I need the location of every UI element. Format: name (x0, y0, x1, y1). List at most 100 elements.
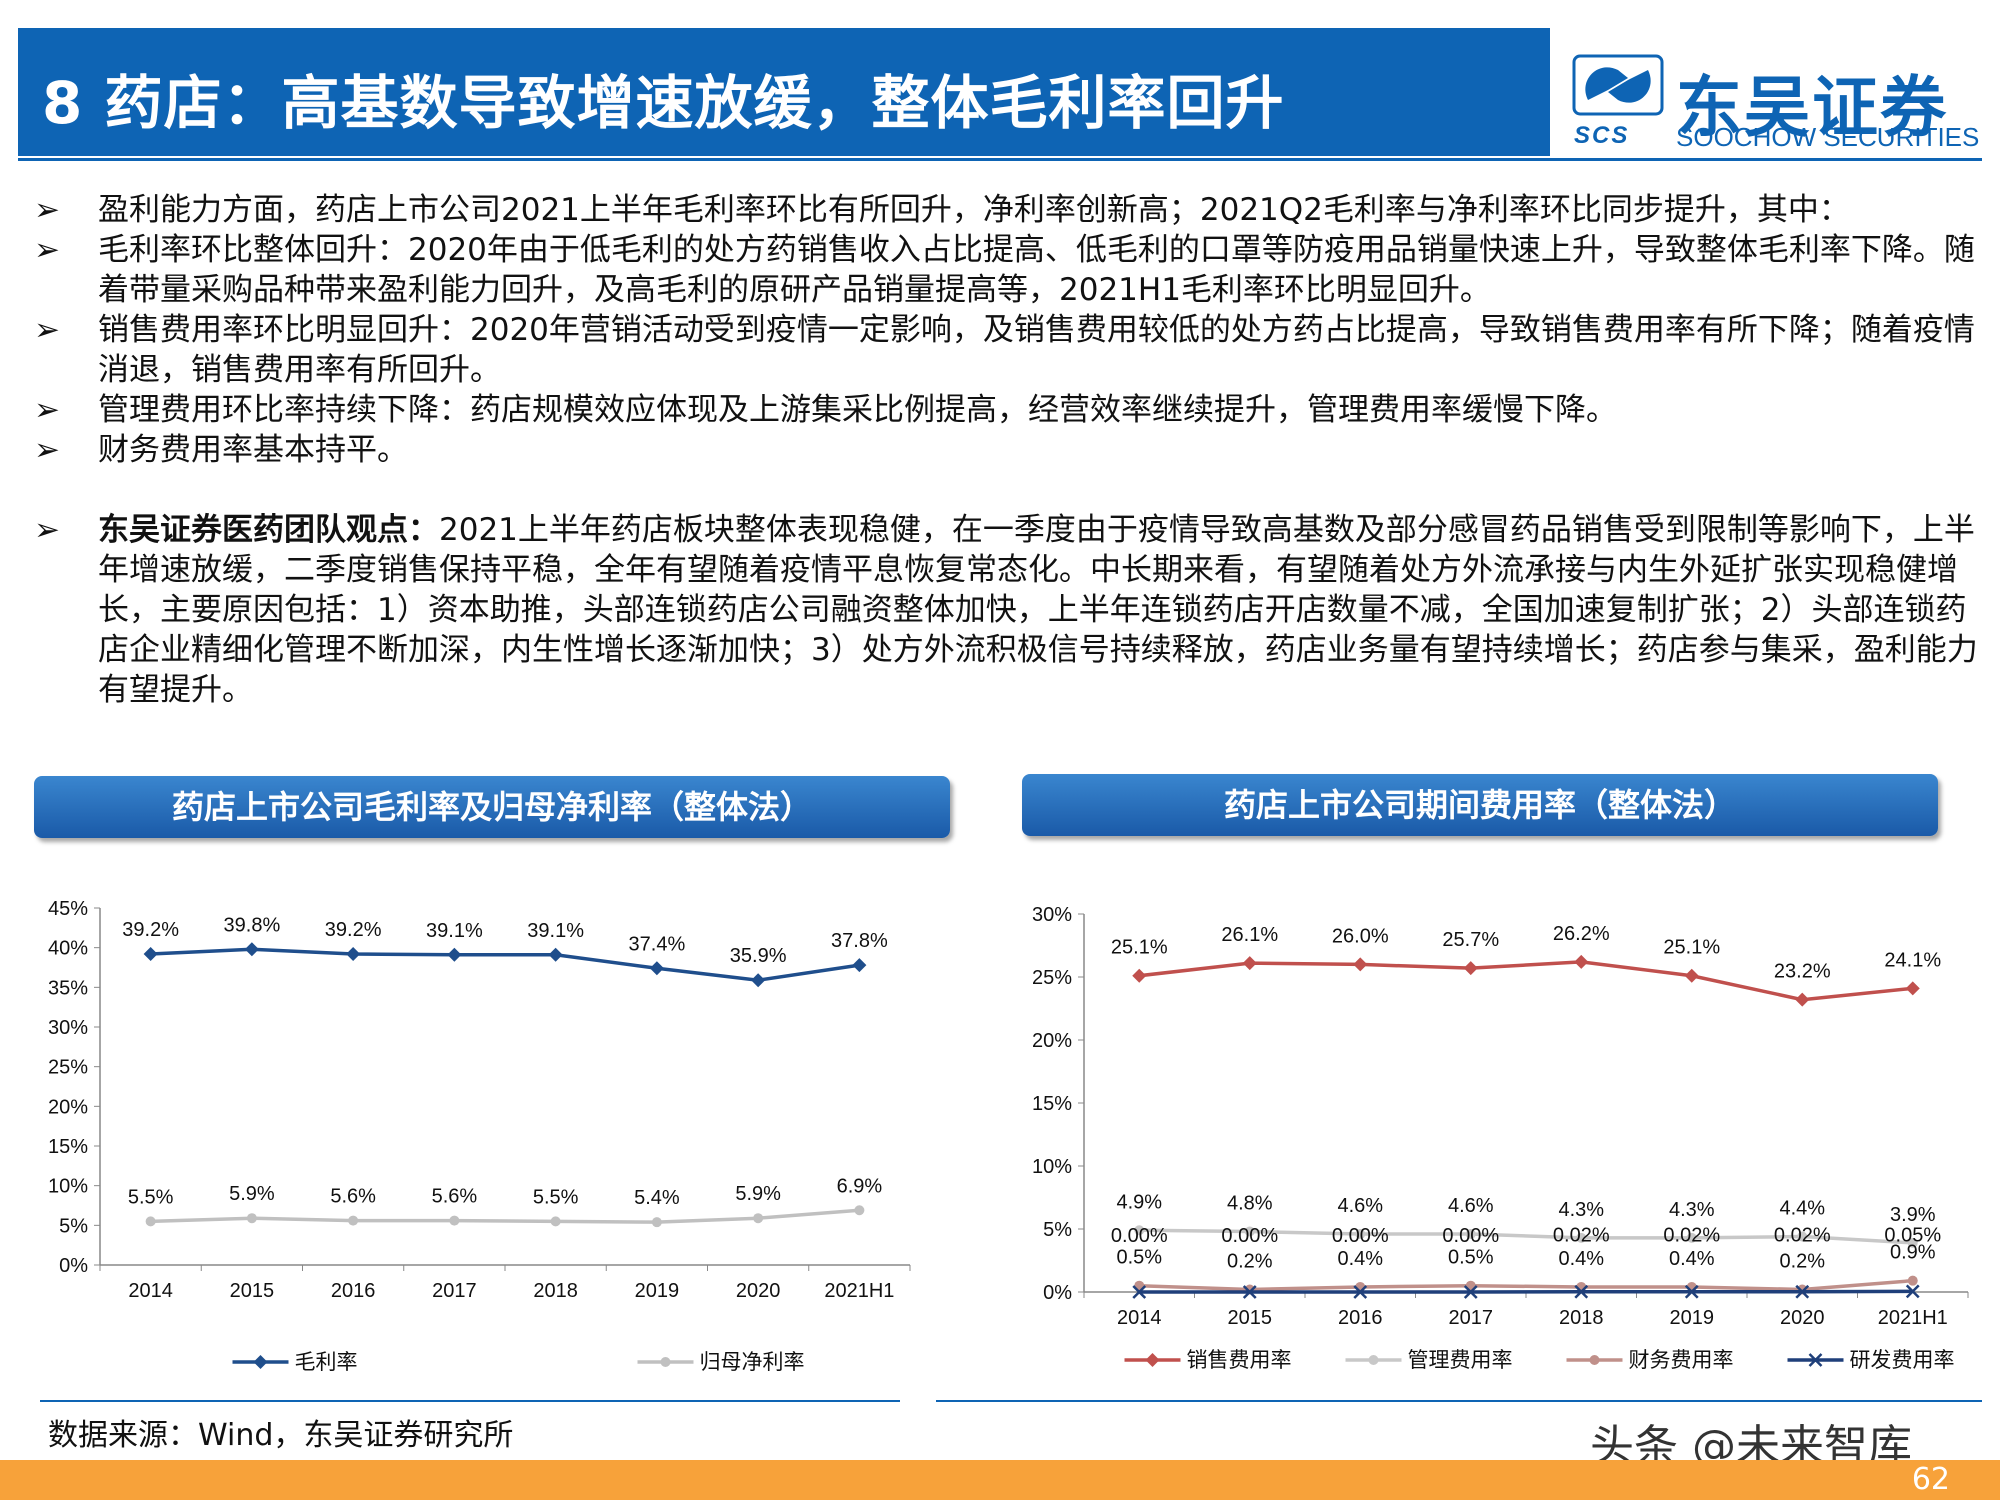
bullet-item: ➢ 财务费用率基本持平。 (34, 430, 1994, 470)
data-point (1574, 1284, 1589, 1299)
data-label: 5.6% (432, 1186, 478, 1208)
x-tick-label: 2016 (331, 1280, 376, 1302)
data-point (753, 1213, 764, 1224)
title-bar: 8 药店：高基数导致增速放缓，整体毛利率回升 (18, 28, 1550, 156)
data-point (246, 1213, 257, 1224)
bullet-text: 毛利率环比整体回升：2020年由于低毛利的处方药销售收入占比提高、低毛利的口罩等… (98, 232, 1975, 308)
data-point (548, 947, 563, 962)
data-point (1465, 1229, 1476, 1240)
logo-mark-icon (1572, 54, 1664, 116)
y-tick-label: 30% (1032, 904, 1072, 926)
arrow-bullet-icon: ➢ (34, 192, 60, 228)
data-label: 4.6% (1448, 1195, 1494, 1217)
bullet-item: ➢ 毛利率环比整体回升：2020年由于低毛利的处方药销售收入占比提高、低毛利的口… (34, 230, 1994, 310)
data-label: 5.9% (735, 1183, 781, 1205)
data-point (1589, 1355, 1600, 1365)
y-tick-label: 10% (48, 1176, 88, 1198)
data-label: 0.5% (1116, 1247, 1162, 1269)
data-label: 0.00% (1221, 1225, 1278, 1247)
expense-ratio-line-chart: 0% 5% 10% 15% 20% 25% 30% 2014 2015 2016 2017 2018 2… (1032, 904, 1969, 1372)
data-point (550, 1216, 561, 1227)
data-point (1353, 1285, 1368, 1299)
bullet-item: ➢ 盈利能力方面，药店上市公司2021上半年毛利率环比有所回升，净利率创新高；2… (34, 190, 1994, 230)
series-line (1139, 1278, 1913, 1292)
data-label: 39.2% (122, 919, 179, 941)
data-point (145, 1216, 156, 1227)
x-tick-label: 2018 (1559, 1307, 1604, 1329)
arrow-bullet-icon: ➢ (34, 512, 60, 548)
data-point (651, 1217, 662, 1228)
x-tick-label: 2019 (1670, 1307, 1715, 1329)
data-point (1134, 1225, 1145, 1236)
header-rule (18, 158, 1982, 161)
bullet-text: 管理费用环比率持续下降：药店规模效应体现及上游集采比例提高，经营效率继续提升，管… (98, 392, 1617, 428)
data-point (1907, 1237, 1918, 1248)
data-label: 25.7% (1442, 929, 1499, 951)
data-point (346, 947, 361, 962)
series-line (1139, 1289, 1913, 1294)
arrow-bullet-icon: ➢ (34, 432, 60, 468)
logo-english-name: SOOCHOW SECURITIES (1676, 122, 1980, 152)
y-tick-label: 30% (48, 1017, 88, 1039)
data-label: 0.02% (1774, 1225, 1831, 1247)
data-point (1242, 1285, 1257, 1299)
data-point (1353, 957, 1368, 972)
y-tick-label: 20% (1032, 1030, 1072, 1052)
legend-label: 财务费用率 (1629, 1349, 1734, 1372)
y-tick-label: 25% (1032, 967, 1072, 989)
bullet-item: ➢ 销售费用率环比明显回升：2020年营销活动受到疫情一定影响，及销售费用较低的… (34, 310, 1994, 390)
y-tick-label: 15% (48, 1136, 88, 1158)
y-tick-label: 10% (1032, 1156, 1072, 1178)
data-label: 24.1% (1884, 949, 1941, 971)
margin-line-chart: 0% 5% 10% 15% 20% 25% 30% 35% 40% 45% 2014 2015 2016… (48, 898, 911, 1374)
x-tick-label: 2020 (1780, 1307, 1825, 1329)
data-label: 26.1% (1221, 924, 1278, 946)
y-tick-label: 45% (48, 898, 88, 920)
source-rule-left (40, 1400, 900, 1402)
arrow-bullet-icon: ➢ (34, 392, 60, 428)
data-point (1905, 981, 1920, 996)
data-label: 26.0% (1332, 925, 1389, 947)
x-tick-label: 2016 (1338, 1307, 1383, 1329)
data-point (1355, 1229, 1366, 1240)
data-point (244, 942, 259, 957)
x-tick-label: 2015 (230, 1280, 275, 1302)
y-tick-label: 0% (1043, 1282, 1072, 1304)
arrow-bullet-icon: ➢ (34, 232, 60, 268)
data-point (1244, 1226, 1255, 1237)
bullet-item-viewpoint: ➢ 东吴证券医药团队观点：2021上半年药店板块整体表现稳健，在一季度由于疫情导… (34, 510, 1994, 710)
arrow-bullet-icon: ➢ (34, 312, 60, 348)
y-tick-label: 20% (48, 1096, 88, 1118)
data-label: 5.5% (128, 1186, 174, 1208)
bullet-text: 财务费用率基本持平。 (98, 432, 408, 468)
data-point (1684, 1284, 1699, 1299)
y-tick-label: 35% (48, 977, 88, 999)
x-tick-label: 2021H1 (1878, 1307, 1948, 1329)
data-label: 0.4% (1337, 1248, 1383, 1270)
data-point (1576, 1232, 1587, 1243)
data-label: 4.8% (1227, 1193, 1273, 1215)
data-label: 25.1% (1111, 937, 1168, 959)
legend-label: 销售费用率 (1187, 1349, 1292, 1372)
data-label: 23.2% (1774, 961, 1831, 983)
data-label: 0.4% (1669, 1248, 1715, 1270)
source-rule-right (936, 1400, 1982, 1402)
data-label: 39.2% (325, 919, 382, 941)
data-label: 0.00% (1442, 1225, 1499, 1247)
bullet-item: ➢ 管理费用环比率持续下降：药店规模效应体现及上游集采比例提高，经营效率继续提升… (34, 390, 1994, 430)
data-label: 0.2% (1227, 1250, 1273, 1272)
data-label: 0.4% (1558, 1248, 1604, 1270)
y-tick-label: 5% (59, 1215, 88, 1237)
data-label: 25.1% (1663, 937, 1720, 959)
data-point (1907, 1275, 1918, 1286)
data-label: 5.9% (229, 1183, 275, 1205)
x-tick-label: 2014 (128, 1280, 173, 1302)
bullet-text: 2021上半年药店板块整体表现稳健，在一季度由于疫情导致高基数及部分感冒药品销售… (98, 512, 1978, 708)
right-chart-title: 药店上市公司期间费用率（整体法） (1022, 774, 1938, 836)
data-source: 数据来源：Wind，东吴证券研究所 (48, 1418, 514, 1453)
page-title: 8 药店：高基数导致增速放缓，整体毛利率回升 (42, 69, 1285, 137)
data-point (1145, 1353, 1160, 1367)
data-label: 39.1% (527, 920, 584, 942)
data-point (1797, 1231, 1808, 1242)
data-label: 0.5% (1448, 1247, 1494, 1269)
